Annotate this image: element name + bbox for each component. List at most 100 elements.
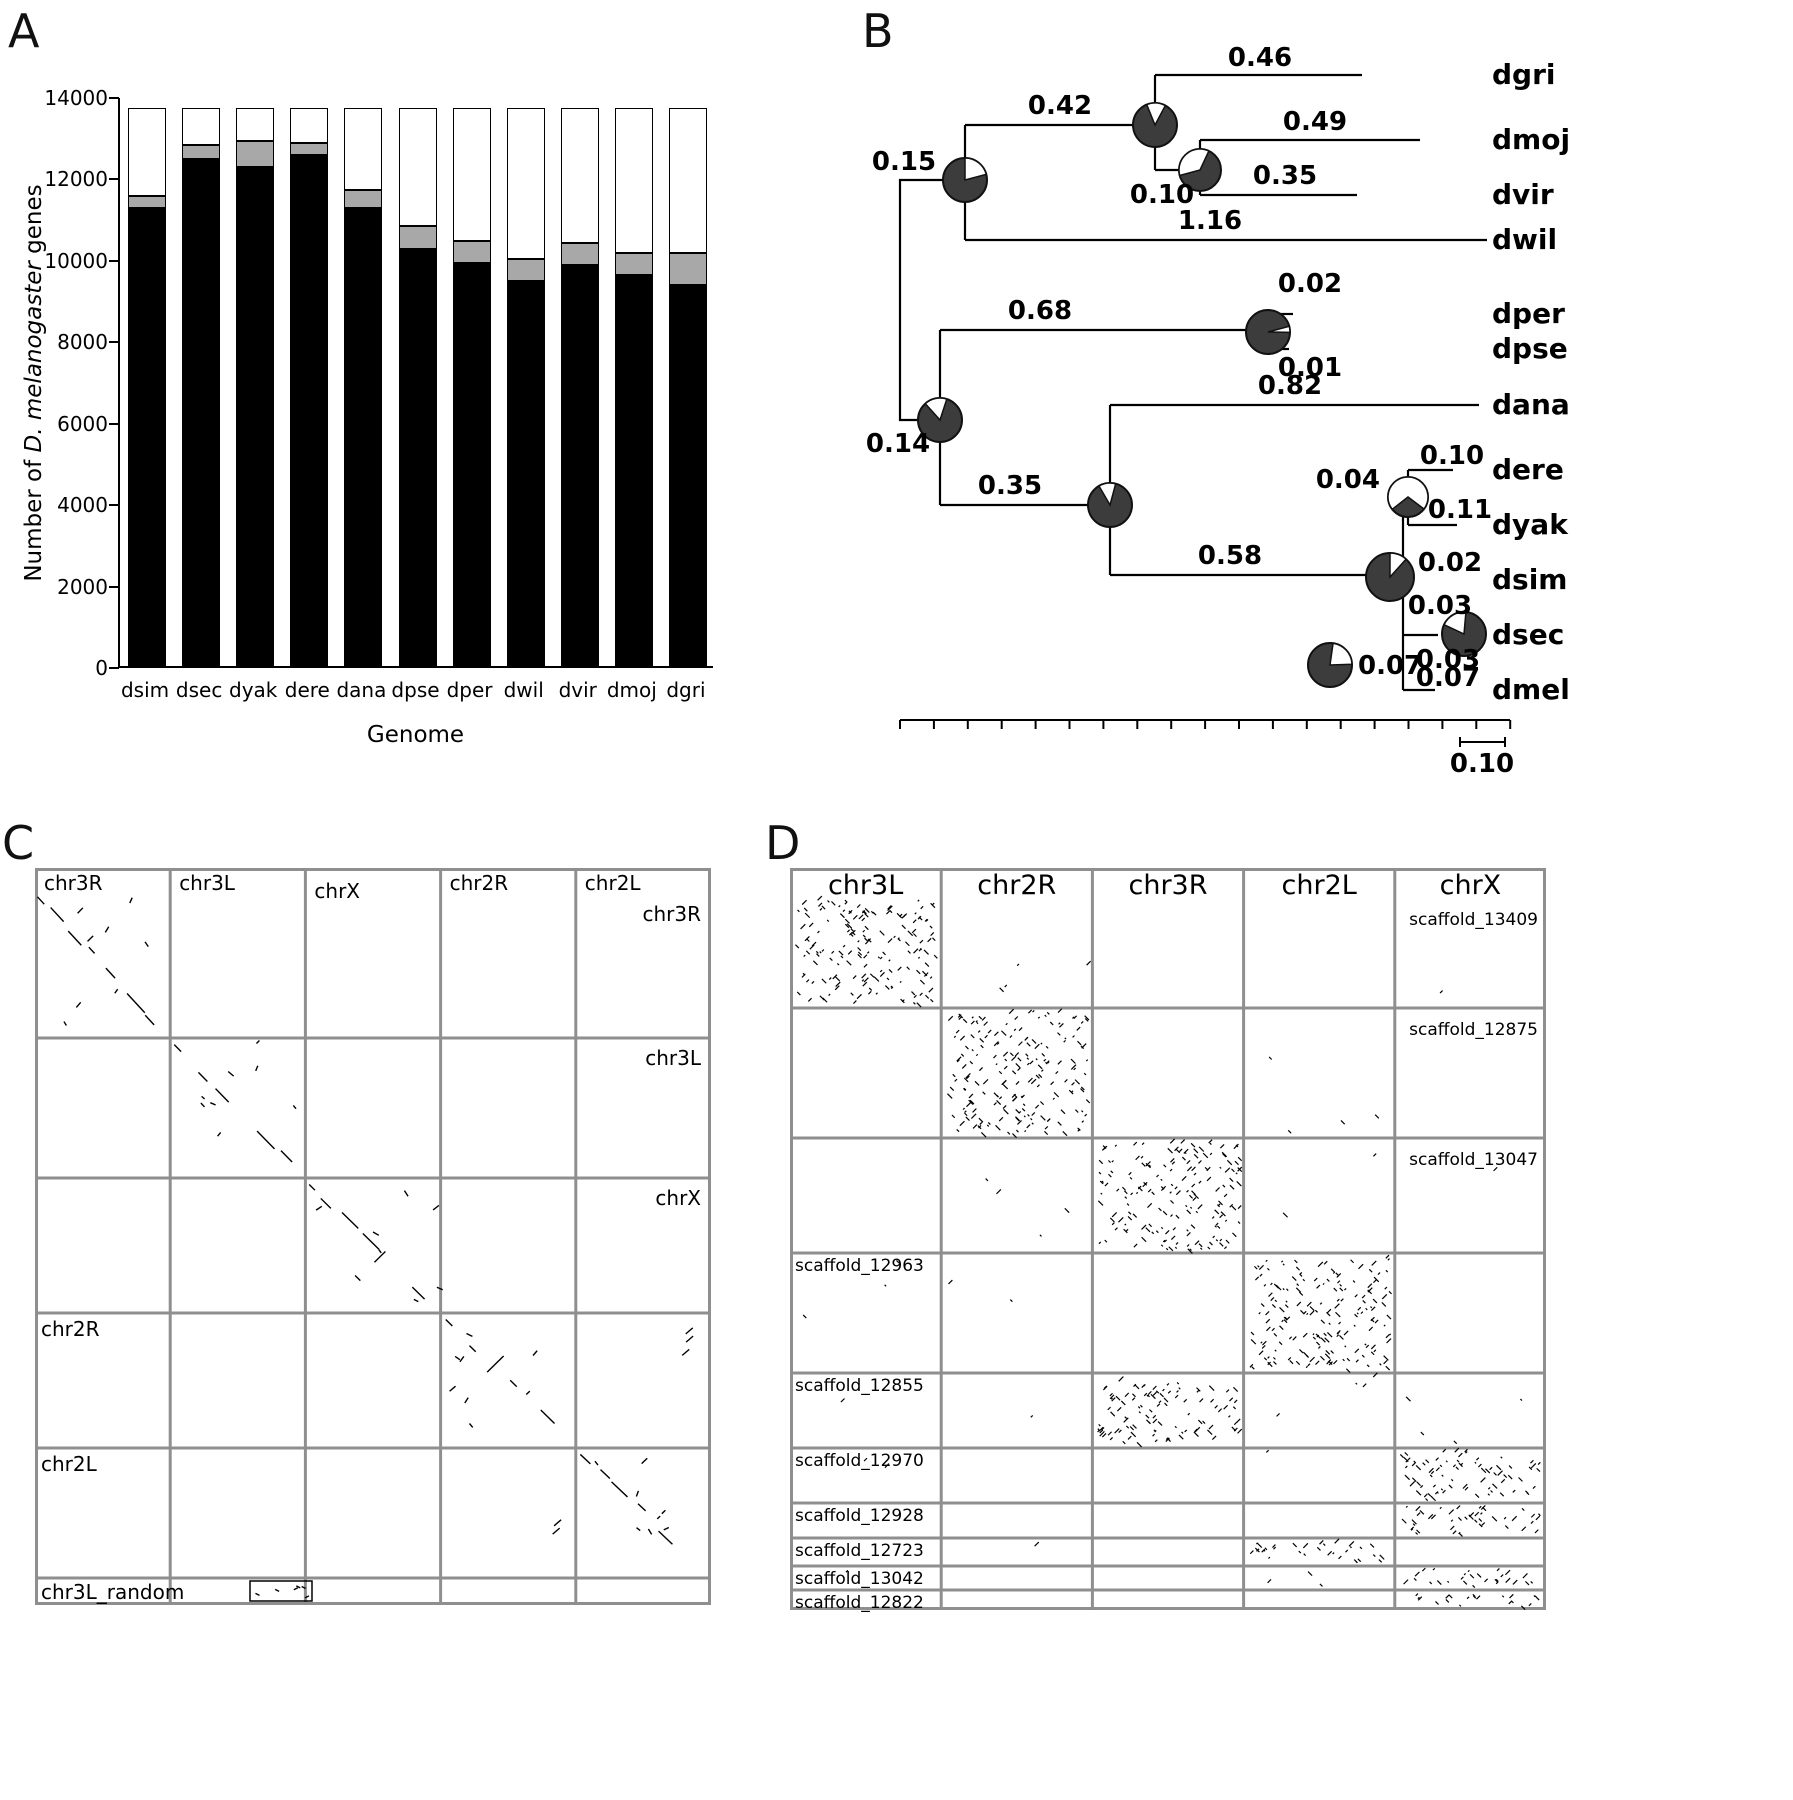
branch-length-label: 0.02 <box>1278 269 1342 299</box>
tree-distance-axis <box>899 719 1512 747</box>
y-tick-label: 2000 <box>57 574 108 599</box>
x-category-label: dper <box>446 678 493 702</box>
branch-length-label: 0.82 <box>1258 371 1322 401</box>
support-pie-node <box>1132 102 1178 148</box>
bar-segment-white-dpse <box>398 108 437 227</box>
bar-segment-black-dper <box>452 262 491 666</box>
bar-segment-black-dwil <box>506 281 545 666</box>
y-tick-mark <box>109 341 119 344</box>
y-tick-mark <box>109 178 119 181</box>
branch-length-label: 0.03 <box>1416 645 1480 675</box>
bar-segment-black-dsec <box>182 159 221 666</box>
x-category-label: dsec <box>175 678 223 702</box>
branch-length-label: 0.01 <box>1278 353 1342 383</box>
branch-length-label: 0.11 <box>1428 495 1492 525</box>
support-pie-node <box>1307 642 1353 688</box>
x-category-label: dwil <box>503 678 544 702</box>
x-category-label: dana <box>336 678 387 702</box>
branch-length-label: 1.16 <box>1178 206 1242 236</box>
y-tick-mark <box>109 259 119 262</box>
x-category-label: dere <box>284 678 330 702</box>
branch-length-label: 0.35 <box>978 471 1042 501</box>
panel-b-letter: B <box>862 4 894 58</box>
bar-segment-white-dana <box>344 108 383 190</box>
species-label: dana <box>1492 388 1570 421</box>
y-tick-label: 8000 <box>57 330 108 355</box>
scale-bar-label: 0.10 <box>1450 749 1514 779</box>
bar-segment-gray-dsim <box>128 195 167 208</box>
bar-segment-black-dyak <box>236 167 275 666</box>
branch-length-label: 0.04 <box>1316 465 1380 495</box>
support-pie-node <box>1365 552 1415 602</box>
branch-length-label: 0.02 <box>1418 548 1482 578</box>
species-label: dsim <box>1492 563 1567 596</box>
dotplot-grid-c <box>35 868 711 1605</box>
species-label: dpse <box>1492 332 1568 365</box>
x-axis-title: Genome <box>366 722 465 748</box>
y-tick-mark <box>109 667 119 669</box>
bar-segment-black-dsim <box>128 207 167 666</box>
branch-length-label: 0.14 <box>866 429 930 459</box>
species-label: dyak <box>1492 508 1569 541</box>
bar-segment-white-dmoj <box>614 108 653 253</box>
x-category-label: dsim <box>120 678 170 702</box>
bar-segment-gray-dyak <box>236 140 275 168</box>
x-category-label: dmoj <box>606 678 657 702</box>
bar-segment-gray-dere <box>290 142 329 156</box>
branch-length-label: 0.46 <box>1228 43 1292 73</box>
y-tick-label: 14000 <box>44 86 108 110</box>
y-tick-label: 6000 <box>57 411 108 436</box>
panel-d-letter: D <box>765 816 801 870</box>
bar-segment-gray-dana <box>344 189 383 208</box>
species-label: dmel <box>1492 673 1570 706</box>
bar-segment-gray-dpse <box>398 226 437 249</box>
support-pie-node <box>1387 476 1429 518</box>
species-label: dsec <box>1492 618 1564 651</box>
bar-segment-white-dsim <box>128 108 167 196</box>
branch-length-label: 0.07 <box>1416 663 1480 693</box>
bar-segment-white-dper <box>452 108 491 241</box>
branch-length-label: 0.10 <box>1420 441 1484 471</box>
support-pie-node <box>917 397 963 443</box>
y-tick-label: 12000 <box>44 167 108 192</box>
branch-length-label: 0.35 <box>1253 161 1317 191</box>
branch-length-label: 0.42 <box>1028 91 1092 121</box>
bar-segment-gray-dwil <box>506 258 545 282</box>
support-pie-node <box>1245 309 1291 355</box>
panel-a-letter: A <box>8 4 40 58</box>
branch-length-label: 0.10 <box>1130 180 1194 210</box>
branch-length-label: 0.68 <box>1008 296 1072 326</box>
species-label: dwil <box>1492 223 1557 256</box>
branch-length-label: 0.58 <box>1198 541 1262 571</box>
bar-segment-gray-dvir <box>560 242 599 265</box>
branch-length-label: 0.49 <box>1283 107 1347 137</box>
grid-lines <box>790 868 1546 1610</box>
dotplot-grid-d <box>790 868 1546 1610</box>
tree-labels: 0.15 0.42 0.46 0.49 0.10 0.35 1.16 0.68 … <box>866 43 1570 779</box>
panel-c-letter: C <box>2 816 35 870</box>
branch-length-label: 0.03 <box>1408 591 1472 621</box>
y-tick-label: 10000 <box>44 248 108 273</box>
bar-segment-black-dmoj <box>614 275 653 666</box>
species-label: dper <box>1492 297 1565 330</box>
support-pie-node <box>1178 148 1222 192</box>
x-category-label: dpse <box>391 678 440 702</box>
x-category-label: dgri <box>666 678 706 702</box>
support-pie-node <box>1087 482 1133 528</box>
bar-segment-gray-dper <box>452 240 491 263</box>
support-pie-layer <box>917 102 1487 688</box>
bar-segment-gray-dgri <box>668 252 707 286</box>
species-label: dgri <box>1492 58 1556 91</box>
y-tick-mark <box>109 504 119 507</box>
bar-segment-black-dvir <box>560 264 599 666</box>
bar-segment-white-dwil <box>506 108 545 259</box>
bar-segment-white-dsec <box>182 108 221 145</box>
y-tick-label: 0 <box>95 656 108 680</box>
alignment-dots <box>795 895 1541 1610</box>
branch-length-label: 0.07 <box>1358 651 1422 681</box>
y-tick-mark <box>109 97 119 99</box>
grid-lines <box>35 868 711 1605</box>
support-pie-node <box>942 157 988 203</box>
y-tick-mark <box>109 422 119 425</box>
y-tick-mark <box>109 585 119 588</box>
